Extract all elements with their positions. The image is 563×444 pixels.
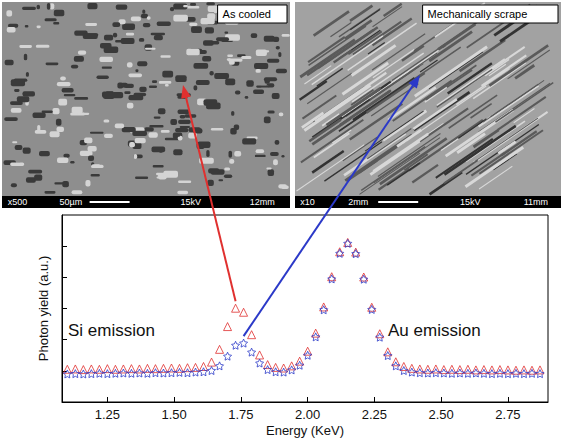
svg-text:15kV: 15kV bbox=[181, 197, 202, 207]
svg-text:As cooled: As cooled bbox=[223, 8, 271, 20]
svg-text:12mm: 12mm bbox=[250, 197, 275, 207]
svg-text:2.00: 2.00 bbox=[295, 407, 320, 422]
svg-text:Au emission: Au emission bbox=[388, 321, 481, 340]
svg-text:2.25: 2.25 bbox=[362, 407, 387, 422]
svg-text:15kV: 15kV bbox=[460, 197, 481, 207]
svg-text:2mm: 2mm bbox=[348, 197, 368, 207]
svg-text:2.75: 2.75 bbox=[495, 407, 520, 422]
svg-text:2.50: 2.50 bbox=[429, 407, 454, 422]
svg-text:Si emission: Si emission bbox=[68, 321, 155, 340]
svg-text:x10: x10 bbox=[300, 197, 315, 207]
svg-text:1.25: 1.25 bbox=[95, 407, 120, 422]
svg-text:11mm: 11mm bbox=[524, 197, 548, 207]
svg-text:1.50: 1.50 bbox=[161, 407, 186, 422]
svg-text:Energy (KeV): Energy (KeV) bbox=[266, 423, 344, 438]
svg-text:1.75: 1.75 bbox=[228, 407, 253, 422]
svg-text:Photon yield (a.u.): Photon yield (a.u.) bbox=[36, 256, 51, 362]
svg-text:50µm: 50µm bbox=[60, 197, 83, 207]
svg-text:x500: x500 bbox=[8, 197, 28, 207]
svg-text:Mechanically scrape: Mechanically scrape bbox=[428, 8, 528, 20]
